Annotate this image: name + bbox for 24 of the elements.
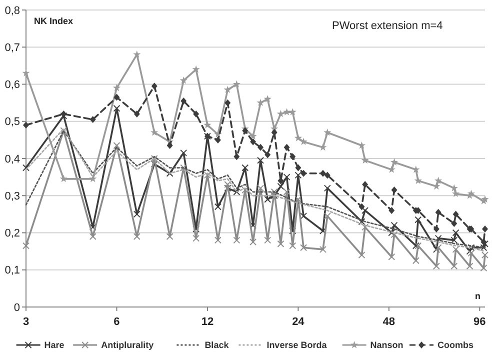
y-tick-label: 0,3 (4, 190, 20, 202)
legend-label: Black (204, 340, 230, 350)
y-tick-label: 0,6 (4, 79, 20, 92)
x-tick-label: 3 (22, 316, 30, 328)
x-tick-label: 48 (382, 316, 396, 328)
y-tick-label: 0,4 (4, 153, 20, 166)
y-axis-title: NK Index (34, 16, 74, 26)
y-tick-label: 0,5 (4, 116, 20, 128)
text: PWorst extension m=4 (332, 20, 443, 32)
legend-label: Antiplurality (101, 340, 154, 350)
x-tick-label: 96 (474, 316, 486, 328)
y-tick-label: 0,8 (4, 4, 20, 17)
x-tick-label: 24 (292, 316, 306, 328)
legend-label: Coombs (438, 340, 474, 350)
y-tick-label: 0,1 (4, 264, 20, 277)
legend-label: Inverse Borda (266, 340, 328, 350)
x-tick-label: 6 (114, 316, 120, 328)
y-tick-label: 0,7 (4, 42, 20, 54)
x-axis-title: n (475, 291, 480, 301)
y-tick-label: 0 (14, 302, 20, 314)
y-tick-label: 0,2 (4, 228, 20, 240)
x-tick-label: 12 (201, 316, 214, 328)
legend-label: Hare (44, 340, 64, 350)
legend-label: Nanson (370, 340, 404, 350)
